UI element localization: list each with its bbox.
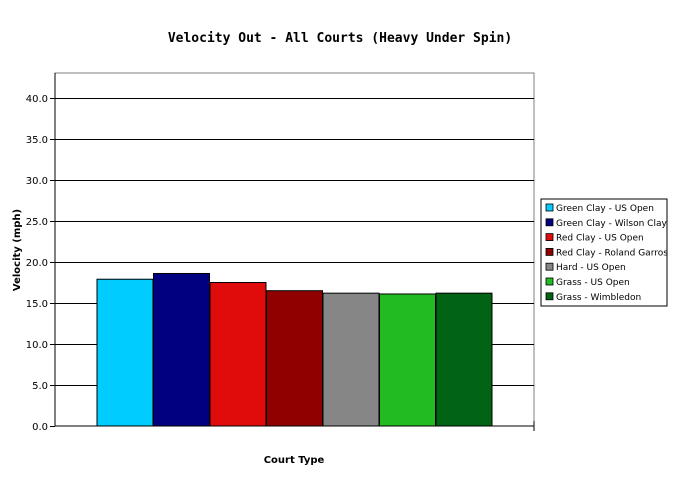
legend-label: Hard - US Open [556,263,626,273]
y-tick-label: 0.0 [32,422,48,433]
y-axis-ticks: 0.0 5.0 10.0 15.0 20.0 25.0 30.0 35.0 40.0 [26,94,55,433]
legend-swatch [545,277,554,286]
legend-label: Grass - Wimbledon [556,293,641,303]
legend-box [540,198,668,307]
legend-swatch [545,233,554,242]
legend-swatch [545,262,554,271]
y-tick-label: 10.0 [26,340,48,351]
bar [379,293,436,427]
legend-swatch [545,203,554,212]
legend-label: Green Clay - US Open [556,204,654,214]
legend-label: Red Clay - US Open [556,234,644,244]
bar [209,282,267,427]
bar [266,290,323,427]
bars [96,272,493,427]
y-tick-label: 40.0 [26,94,48,105]
legend-swatch [545,218,554,227]
legend-label: Red Clay - Roland Garros [556,248,668,258]
bar [96,278,154,427]
legend-label: Grass - US Open [556,278,630,288]
bar [435,292,493,427]
y-axis-label: Velocity (mph) [12,209,23,291]
y-tick-label: 25.0 [26,217,48,228]
legend: Green Clay - US Open Green Clay - Wilson … [540,198,668,307]
y-tick-label: 30.0 [26,176,48,187]
y-tick-label: 20.0 [26,258,48,269]
bar [153,272,210,427]
y-tick-label: 15.0 [26,299,48,310]
bar [322,292,380,427]
chart-title: Velocity Out - All Courts (Heavy Under S… [168,31,512,46]
y-tick-label: 35.0 [26,135,48,146]
x-axis-label: Court Type [264,455,325,466]
legend-label: Green Clay - Wilson Clay [556,219,667,229]
y-tick-label: 5.0 [32,381,48,392]
legend-swatch [545,247,554,256]
legend-swatch [545,292,554,301]
